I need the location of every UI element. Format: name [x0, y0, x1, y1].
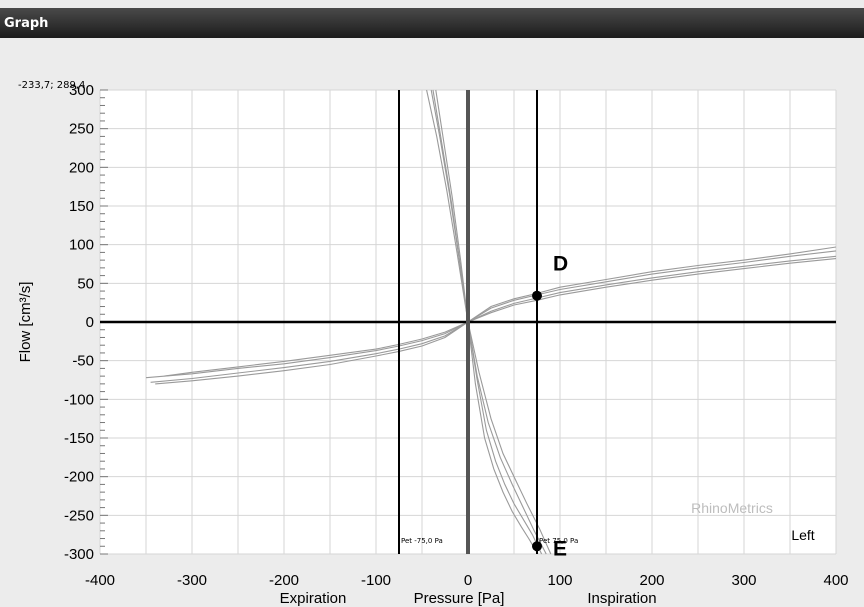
y-tick-label: 50 [77, 275, 94, 292]
y-tick-label: -50 [72, 353, 94, 370]
flow-curve-8 [432, 89, 552, 555]
window-title: Graph [4, 16, 49, 31]
flow-curve-3 [155, 258, 837, 385]
marker-point-e[interactable] [532, 541, 542, 552]
marker-label-d: D [553, 253, 568, 276]
flow-curves [145, 89, 837, 555]
x-tick-label: -100 [361, 572, 391, 589]
flow-curve-7 [426, 89, 539, 555]
y-tick-label: -200 [64, 469, 94, 486]
y-tick-label: 0 [86, 314, 94, 331]
marker-label-e: E [553, 537, 567, 560]
x-tick-label: 100 [547, 572, 572, 589]
side-label: Left [791, 527, 814, 543]
flow-curve-1 [145, 250, 837, 379]
y-tick-label: 200 [69, 159, 94, 176]
x-tick-label: 200 [639, 572, 664, 589]
reference-lines: Pet -75,0 Pa Pet 75,0 Pa [398, 90, 578, 554]
x-axis-title: Pressure [Pa] [414, 590, 505, 607]
axes-lines [100, 90, 836, 554]
y-tick-label: 150 [69, 198, 94, 215]
minor-ticks [100, 89, 108, 555]
rhinometrics-watermark: RhinoMetrics [691, 500, 773, 516]
y-tick-label: -100 [64, 391, 94, 408]
marker-points[interactable]: DE [532, 253, 568, 561]
y-axis-title: Flow [cm³/s] [17, 282, 34, 363]
x-axis-expiration-label: Expiration [280, 590, 347, 607]
x-tick-label: 300 [731, 572, 756, 589]
x-tick-label: 400 [823, 572, 848, 589]
y-tick-label: 250 [69, 121, 94, 138]
x-tick-label: -400 [85, 572, 115, 589]
y-tick-label: -250 [64, 507, 94, 524]
reference-line-label: Pet 75,0 Pa [539, 537, 578, 545]
y-tick-labels: 300 250 200 150 100 50 0 -50 -100 -150 -200 -250 -30… [64, 82, 94, 563]
y-tick-label: 100 [69, 237, 94, 254]
marker-point-d[interactable] [532, 290, 542, 301]
flow-curve-4 [164, 246, 837, 377]
y-tick-label: -150 [64, 430, 94, 447]
reference-line-label: Pet -75,0 Pa [401, 537, 443, 545]
flow-curve-2 [150, 255, 837, 383]
cursor-coordinate-readout: -233,7; 289,4 [18, 80, 86, 91]
x-tick-labels: -400 -300 -200 -100 0 100 200 300 400 [85, 572, 849, 589]
x-tick-label: -200 [269, 572, 299, 589]
x-tick-label: 0 [464, 572, 472, 589]
flow-curve-6 [435, 89, 547, 555]
y-tick-label: 300 [69, 82, 94, 99]
x-tick-label: -300 [177, 572, 207, 589]
y-tick-label: -300 [64, 546, 94, 563]
window-titlebar[interactable]: Graph [0, 8, 864, 38]
x-axis-inspiration-label: Inspiration [587, 590, 656, 607]
